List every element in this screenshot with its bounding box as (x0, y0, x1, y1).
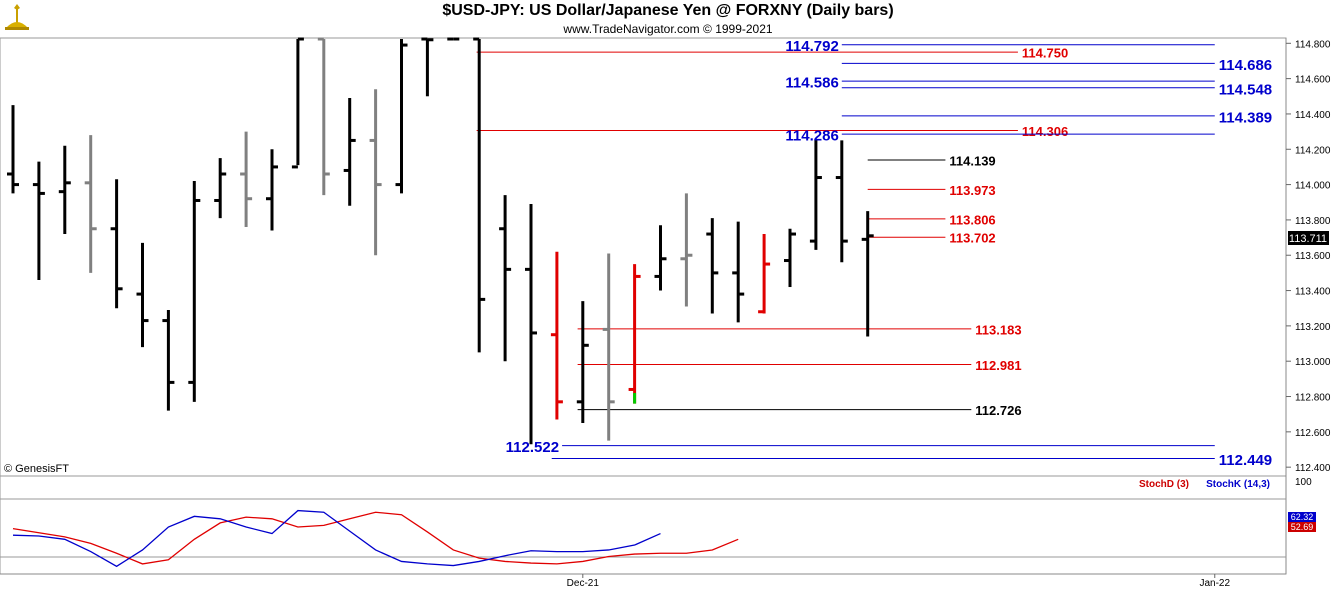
chart-title: $USD-JPY: US Dollar/Japanese Yen @ FORXN… (442, 2, 894, 19)
y-tick-label: 113.000 (1295, 357, 1331, 368)
y-tick-label: 112.600 (1295, 428, 1331, 439)
stoch-d-last-box (1288, 522, 1316, 532)
level-label: 112.449 (1219, 452, 1272, 469)
y-tick-label: 113.800 (1295, 216, 1331, 227)
current-price-box (1288, 231, 1329, 245)
x-axis: Dec-21 Jan-22 (567, 574, 1230, 589)
y-tick-label: 114.000 (1295, 181, 1331, 192)
level-label: 114.548 (1219, 81, 1272, 98)
level-label: 112.522 (506, 439, 559, 456)
level-label: 112.981 (975, 358, 1021, 373)
y-tick-label: 114.200 (1295, 145, 1331, 156)
level-label: 114.686 (1219, 57, 1272, 74)
stoch-scale-top: 100 (1295, 477, 1312, 488)
y-tick-label: 114.400 (1295, 110, 1331, 121)
level-label: 114.586 (785, 75, 838, 92)
level-label: 113.806 (949, 212, 995, 227)
y-tick-label: 113.200 (1295, 322, 1331, 333)
level-label: 114.792 (785, 38, 838, 55)
stoch-lines (12, 509, 739, 568)
x-tick-label: Jan-22 (1199, 578, 1230, 589)
level-label: 113.702 (949, 231, 995, 246)
stoch-k-last-label: 62.32 (1291, 512, 1314, 522)
stoch-d-last-label: 52.69 (1291, 522, 1314, 532)
level-label: 114.286 (785, 128, 838, 145)
trade-navigator-logo-icon (5, 4, 29, 30)
y-tick-label: 113.400 (1295, 287, 1331, 298)
y-tick-label: 112.400 (1295, 463, 1331, 474)
y-axis: 114.800 114.600 114.400 114.200 114.000 113.8… (1286, 39, 1331, 474)
level-label: 113.973 (949, 183, 995, 198)
genesis-watermark: © GenesisFT (4, 463, 69, 475)
current-price-label: 113.711 (1289, 233, 1327, 245)
stoch-panel-frame (0, 475, 1287, 575)
stoch-d-legend: StochD (3) (1139, 479, 1189, 490)
levels-layer: 114.792 114.750 114.686 114.586 114.548 114.3… (476, 38, 1272, 469)
x-tick-label: Dec-21 (567, 578, 600, 589)
stoch-k-last-box (1288, 512, 1316, 522)
chart-subtitle: www.TradeNavigator.com © 1999-2021 (563, 22, 773, 36)
level-label: 114.139 (949, 154, 995, 169)
level-label: 112.726 (975, 403, 1021, 418)
y-tick-label: 114.600 (1295, 75, 1331, 86)
y-tick-label: 112.800 (1295, 393, 1331, 404)
bars-layer (7, 37, 874, 445)
stoch-k-legend: StochK (14,3) (1206, 479, 1270, 490)
level-label: 113.183 (975, 322, 1021, 337)
y-tick-label: 114.800 (1295, 39, 1331, 50)
stoch-series-line (12, 511, 739, 565)
level-label: 114.306 (1022, 124, 1068, 139)
level-label: 114.750 (1022, 46, 1068, 61)
y-tick-label: 113.600 (1295, 251, 1331, 262)
stoch-series-line (12, 509, 661, 568)
level-label: 114.389 (1219, 109, 1272, 126)
